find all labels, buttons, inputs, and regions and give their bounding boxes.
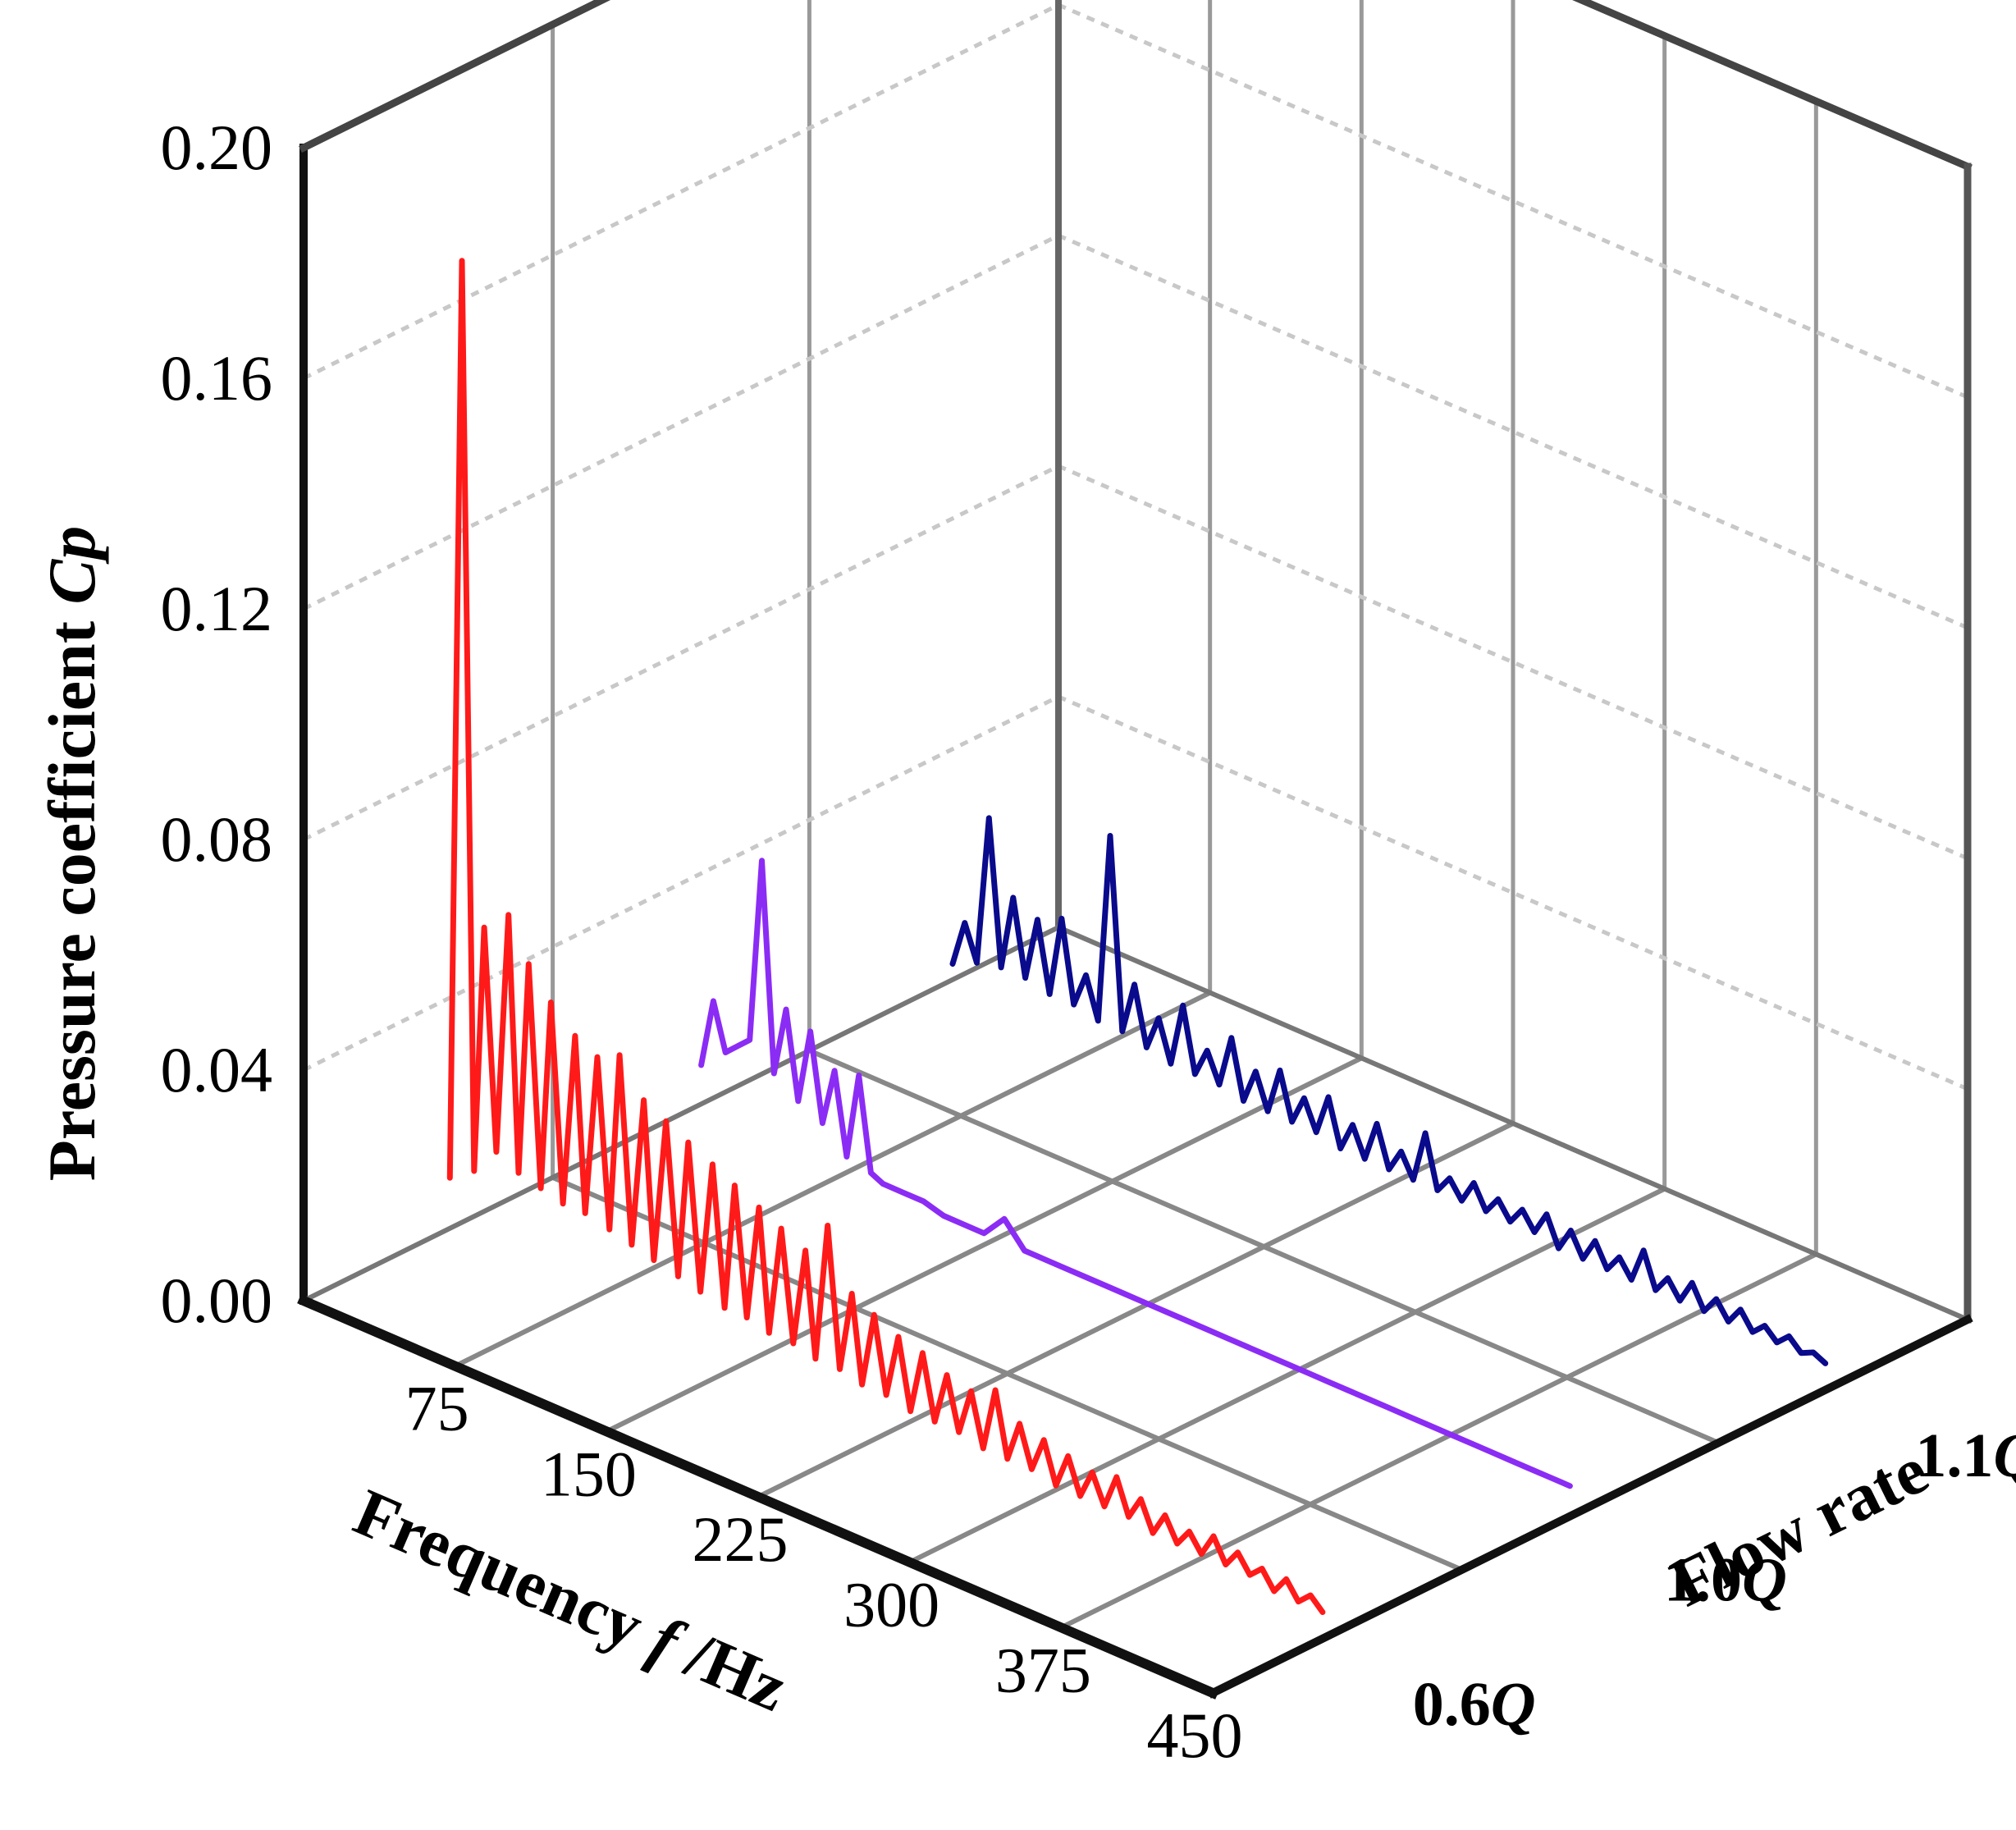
floor-frequency-gridline bbox=[757, 1121, 1515, 1499]
frame-edge bbox=[1207, 1314, 1973, 1699]
frequency-tick-label: 150 bbox=[541, 1438, 637, 1509]
floor-depth-gridline bbox=[808, 1048, 1720, 1445]
frame-edge bbox=[298, 0, 611, 153]
frame-edge bbox=[1055, 924, 1971, 1323]
floor-frequency-gridline bbox=[454, 990, 1211, 1369]
frequency-tick-label: 225 bbox=[693, 1503, 789, 1575]
series-line-1-0Q bbox=[698, 858, 1573, 1489]
frame-edge bbox=[299, 923, 1063, 1305]
cp-axis-title: Pressure coefficient Cp bbox=[34, 526, 109, 1182]
cp-tick-label: 0.20 bbox=[161, 112, 273, 183]
frame-edge bbox=[297, 1294, 1219, 1700]
frame-edge bbox=[1572, 0, 1973, 172]
box-frame bbox=[297, 0, 1973, 1700]
flow-rate-axis-title: Flow rate bbox=[1660, 1432, 1939, 1621]
frequency-tick-label: 300 bbox=[843, 1569, 939, 1640]
cp-tick-label: 0.16 bbox=[161, 342, 273, 414]
floor-frequency-gridline bbox=[908, 1186, 1666, 1565]
cp-tick-label: 0.04 bbox=[161, 1034, 273, 1105]
cp-tick-label: 0.08 bbox=[161, 803, 273, 875]
floor-frequency-gridline bbox=[1060, 1251, 1817, 1631]
back-walls-grid bbox=[301, 0, 1970, 1320]
frequency-tick-label: 375 bbox=[995, 1634, 1091, 1705]
floor-depth-gridline bbox=[551, 1175, 1463, 1572]
series-layer bbox=[446, 258, 1829, 1615]
floor-frequency-gridline bbox=[606, 1055, 1363, 1434]
series-line-1-1Q bbox=[949, 815, 1829, 1366]
flow-rate-tick-label: 1.1Q bbox=[1915, 1421, 2016, 1490]
cp-tick-label: 0.00 bbox=[161, 1265, 273, 1336]
flow-rate-tick-label: 1.0Q bbox=[1664, 1546, 1787, 1615]
cp-tick-label: 0.12 bbox=[161, 573, 273, 644]
flow-rate-tick-label: 0.6Q bbox=[1413, 1670, 1536, 1739]
frequency-tick-label: 75 bbox=[405, 1373, 469, 1444]
series-line-0-6Q bbox=[446, 258, 1326, 1615]
frequency-tick-label: 450 bbox=[1147, 1700, 1243, 1771]
